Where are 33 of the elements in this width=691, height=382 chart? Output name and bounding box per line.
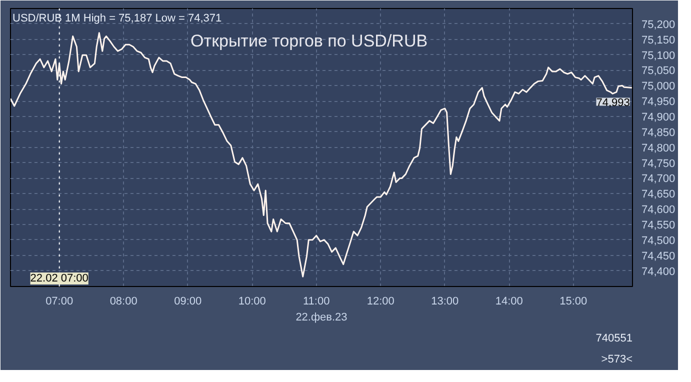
x-tick-label: 08:00	[110, 296, 138, 308]
y-tick-label: 75,050	[642, 65, 676, 78]
y-tick-label: 74,650	[642, 188, 676, 201]
x-tick-label: 13:00	[431, 296, 459, 308]
y-tick-label: 74,450	[642, 250, 676, 262]
y-tick-label: 75,100	[642, 50, 676, 62]
y-tick-label: 74,900	[642, 111, 676, 124]
annotation: USD/RUB 1M High = 75,187 Low = 74,371	[12, 12, 222, 24]
y-tick-label: 74,750	[642, 158, 676, 170]
x-tick-label: 10:00	[238, 296, 266, 308]
y-tick-label: 74,850	[642, 126, 676, 139]
text: >573<	[601, 354, 632, 366]
y-tick-label: 74,950	[642, 96, 676, 108]
y-tick-label: 74,800	[642, 142, 676, 154]
ref-line-label: 22.02 07:00	[30, 272, 88, 284]
x-tick-label: 07:00	[46, 296, 74, 308]
x-tick-label: 11:00	[303, 296, 330, 308]
y-tick-label: 75,150	[642, 34, 676, 46]
annotation: 74,993	[596, 96, 630, 109]
y-tick-label: 74,600	[642, 204, 676, 216]
x-tick-label: 12:00	[366, 296, 394, 308]
y-tick-label: 75,000	[642, 80, 676, 93]
x-tick-label: 15:00	[560, 296, 588, 308]
y-tick-label: 74,400	[642, 266, 676, 278]
y-tick-label: 74,500	[642, 234, 676, 247]
text: Открытие торгов по USD/RUB	[190, 32, 428, 50]
x-tick-label: 14:00	[495, 296, 523, 308]
y-tick-label: 74,700	[642, 173, 676, 186]
y-tick-label: 75,200	[642, 18, 676, 31]
y-tick-label: 74,550	[642, 219, 676, 232]
x-axis-title: 22.фев.23	[296, 312, 348, 324]
text: 740551	[596, 332, 633, 344]
x-tick-label: 09:00	[174, 296, 202, 308]
